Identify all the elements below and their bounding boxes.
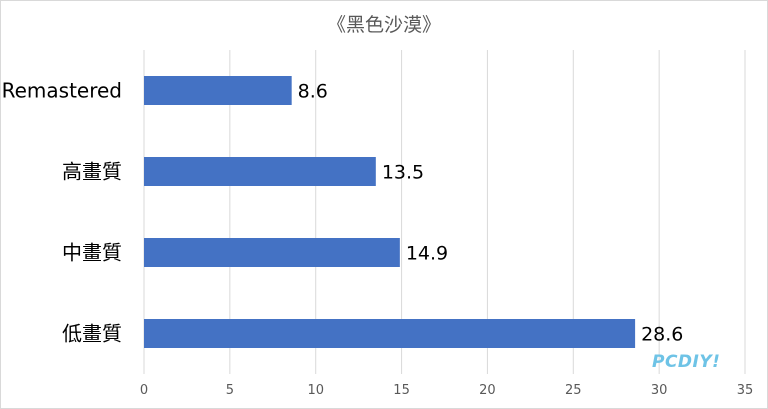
bar	[144, 319, 636, 348]
bar	[144, 76, 292, 105]
category-label: 低畫質	[62, 322, 122, 346]
data-label: 13.5	[382, 162, 424, 184]
x-tick-label: 25	[565, 383, 582, 398]
x-tick-label: 15	[393, 383, 410, 398]
x-tick-label: 5	[226, 383, 234, 398]
x-tick-label: 30	[651, 383, 668, 398]
category-label: 中畫質	[62, 241, 122, 265]
data-label: 28.6	[641, 324, 683, 346]
x-tick-label: 0	[140, 383, 148, 398]
x-tick-label: 20	[479, 383, 496, 398]
data-label: 14.9	[406, 243, 448, 265]
chart-title: 《黑色沙漠》	[326, 14, 441, 36]
category-label: 高畫質	[62, 160, 122, 184]
bar	[144, 157, 376, 186]
pcdiy-watermark: PCDIY!	[652, 352, 721, 372]
bar	[144, 238, 400, 267]
x-tick-label: 35	[737, 383, 754, 398]
category-label: Remastered	[2, 79, 122, 103]
data-label: 8.6	[298, 81, 328, 103]
x-tick-label: 10	[307, 383, 324, 398]
